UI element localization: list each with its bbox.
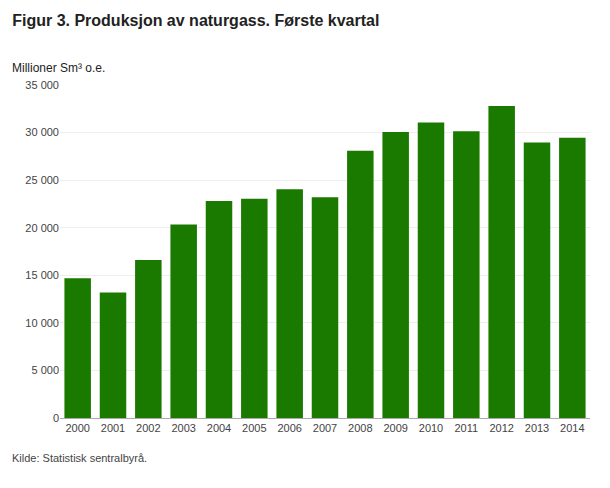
svg-text:25 000: 25 000	[25, 174, 59, 186]
svg-text:15 000: 15 000	[25, 269, 59, 281]
svg-text:2010: 2010	[419, 422, 443, 434]
svg-text:2003: 2003	[171, 422, 195, 434]
svg-text:2007: 2007	[313, 422, 337, 434]
svg-text:2002: 2002	[136, 422, 160, 434]
svg-text:5 000: 5 000	[31, 364, 59, 376]
svg-text:2004: 2004	[207, 422, 231, 434]
svg-text:2006: 2006	[277, 422, 301, 434]
svg-text:2000: 2000	[65, 422, 89, 434]
svg-text:2009: 2009	[383, 422, 407, 434]
svg-text:Kilde: Statistisk sentralbyrå.: Kilde: Statistisk sentralbyrå.	[12, 452, 147, 464]
svg-text:10 000: 10 000	[25, 317, 59, 329]
svg-text:2013: 2013	[525, 422, 549, 434]
svg-text:2008: 2008	[348, 422, 372, 434]
svg-text:Figur 3. Produksjon av naturga: Figur 3. Produksjon av naturgass. Første…	[12, 12, 379, 29]
svg-text:0: 0	[53, 412, 59, 424]
svg-text:Millioner Sm³ o.e.: Millioner Sm³ o.e.	[12, 61, 105, 75]
svg-text:2012: 2012	[489, 422, 513, 434]
svg-text:2011: 2011	[455, 422, 479, 434]
svg-text:30 000: 30 000	[25, 126, 59, 138]
svg-text:35 000: 35 000	[25, 79, 59, 91]
svg-text:2005: 2005	[242, 422, 266, 434]
svg-text:2001: 2001	[101, 422, 125, 434]
svg-text:2014: 2014	[560, 422, 584, 434]
svg-text:20 000: 20 000	[25, 222, 59, 234]
